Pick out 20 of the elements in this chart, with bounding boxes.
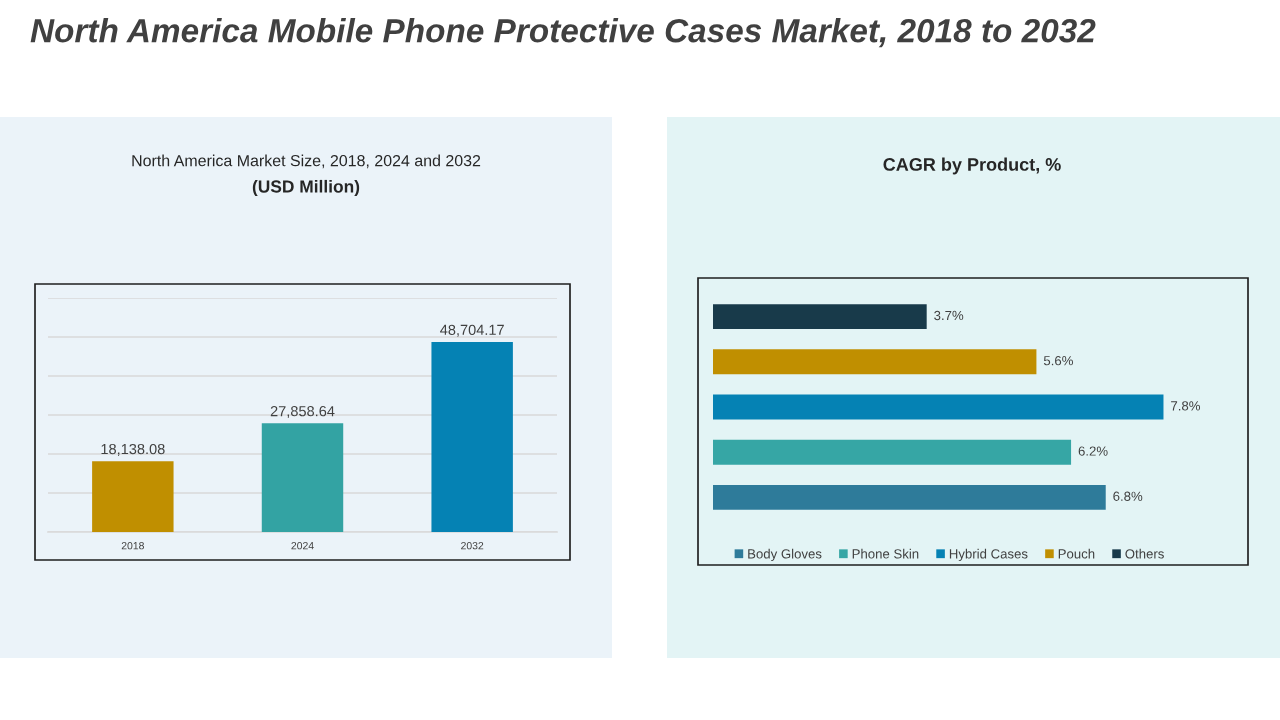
x-tick-label: 2018 <box>121 542 144 550</box>
data-label: 3.7% <box>934 310 964 321</box>
legend-label: Hybrid Cases <box>949 548 1028 562</box>
data-label: 6.8% <box>1113 491 1143 501</box>
data-label: 18,138.08 <box>101 443 165 456</box>
data-label: 48,704.17 <box>440 324 504 337</box>
legend-label: Others <box>1125 548 1164 559</box>
chart-title: CAGR by Product, % <box>883 157 1061 175</box>
data-label: 27,858.64 <box>270 405 335 419</box>
chart-title: North America Market Size, 2018, 2024 and 2032 <box>132 154 481 169</box>
x-tick-label: 2024 <box>291 542 314 550</box>
data-label: 6.2% <box>1078 446 1108 456</box>
data-label: 7.8% <box>1171 401 1201 411</box>
legend-label: Pouch <box>1058 548 1095 559</box>
chart-subtitle: (USD Million) <box>252 179 360 197</box>
data-label: 5.6% <box>1043 356 1073 366</box>
x-tick-label: 2032 <box>461 542 484 550</box>
legend-label: Phone Skin <box>852 548 919 559</box>
legend-label: Body Gloves <box>748 548 822 562</box>
text: North America Mobile Phone Protective Cases Market, 2018 to 2032 <box>30 18 1096 48</box>
